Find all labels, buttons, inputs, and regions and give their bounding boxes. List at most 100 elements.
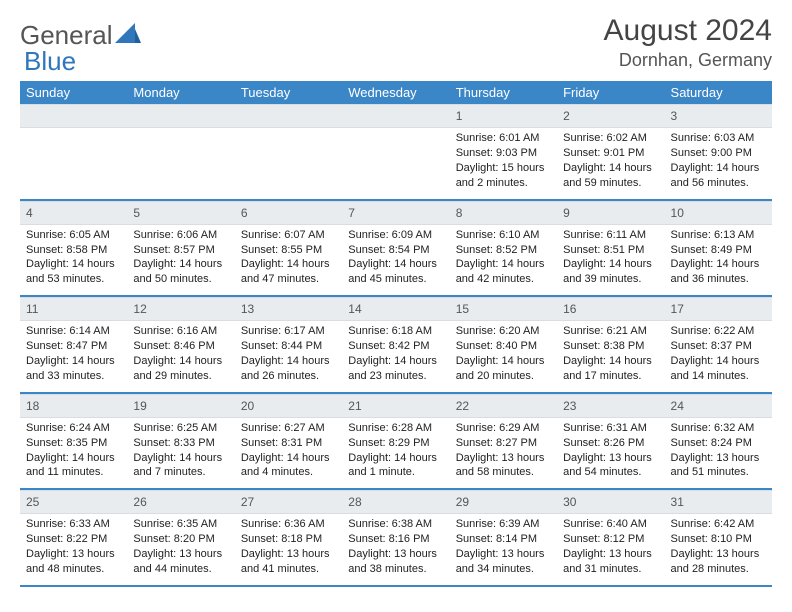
day-details	[20, 128, 127, 184]
day-number	[235, 104, 342, 128]
calendar-day-cell: 22Sunrise: 6:29 AMSunset: 8:27 PMDayligh…	[450, 393, 557, 490]
day-number: 1	[450, 104, 557, 128]
day-number: 29	[450, 490, 557, 514]
day-number: 3	[665, 104, 772, 128]
calendar-day-cell: 15Sunrise: 6:20 AMSunset: 8:40 PMDayligh…	[450, 296, 557, 393]
day-number: 23	[557, 394, 664, 418]
day-number: 8	[450, 201, 557, 225]
weekday-header: Wednesday	[342, 81, 449, 104]
day-details: Sunrise: 6:07 AMSunset: 8:55 PMDaylight:…	[235, 225, 342, 295]
day-number: 5	[127, 201, 234, 225]
calendar-day-cell: 3Sunrise: 6:03 AMSunset: 9:00 PMDaylight…	[665, 104, 772, 200]
day-details: Sunrise: 6:42 AMSunset: 8:10 PMDaylight:…	[665, 514, 772, 584]
calendar-day-cell: 20Sunrise: 6:27 AMSunset: 8:31 PMDayligh…	[235, 393, 342, 490]
calendar-week-row: 4Sunrise: 6:05 AMSunset: 8:58 PMDaylight…	[20, 200, 772, 297]
calendar-day-cell	[20, 104, 127, 200]
day-number: 12	[127, 297, 234, 321]
day-number: 26	[127, 490, 234, 514]
calendar-day-cell: 13Sunrise: 6:17 AMSunset: 8:44 PMDayligh…	[235, 296, 342, 393]
calendar-day-cell: 27Sunrise: 6:36 AMSunset: 8:18 PMDayligh…	[235, 489, 342, 586]
day-details: Sunrise: 6:35 AMSunset: 8:20 PMDaylight:…	[127, 514, 234, 584]
day-number: 18	[20, 394, 127, 418]
calendar-day-cell	[342, 104, 449, 200]
calendar-day-cell: 16Sunrise: 6:21 AMSunset: 8:38 PMDayligh…	[557, 296, 664, 393]
day-details: Sunrise: 6:16 AMSunset: 8:46 PMDaylight:…	[127, 321, 234, 391]
calendar-day-cell	[235, 104, 342, 200]
day-details: Sunrise: 6:09 AMSunset: 8:54 PMDaylight:…	[342, 225, 449, 295]
day-details: Sunrise: 6:39 AMSunset: 8:14 PMDaylight:…	[450, 514, 557, 584]
calendar-body: 1Sunrise: 6:01 AMSunset: 9:03 PMDaylight…	[20, 104, 772, 586]
calendar-day-cell: 9Sunrise: 6:11 AMSunset: 8:51 PMDaylight…	[557, 200, 664, 297]
day-number: 15	[450, 297, 557, 321]
day-details: Sunrise: 6:40 AMSunset: 8:12 PMDaylight:…	[557, 514, 664, 584]
calendar-week-row: 25Sunrise: 6:33 AMSunset: 8:22 PMDayligh…	[20, 489, 772, 586]
day-number: 28	[342, 490, 449, 514]
day-number: 30	[557, 490, 664, 514]
day-number: 25	[20, 490, 127, 514]
weekday-header: Thursday	[450, 81, 557, 104]
calendar-day-cell: 29Sunrise: 6:39 AMSunset: 8:14 PMDayligh…	[450, 489, 557, 586]
header: General August 2024 Dornhan, Germany	[20, 14, 772, 71]
day-number: 17	[665, 297, 772, 321]
day-number: 6	[235, 201, 342, 225]
day-number: 20	[235, 394, 342, 418]
day-details: Sunrise: 6:20 AMSunset: 8:40 PMDaylight:…	[450, 321, 557, 391]
day-details: Sunrise: 6:10 AMSunset: 8:52 PMDaylight:…	[450, 225, 557, 295]
day-details	[235, 128, 342, 184]
day-number	[20, 104, 127, 128]
calendar-day-cell: 25Sunrise: 6:33 AMSunset: 8:22 PMDayligh…	[20, 489, 127, 586]
day-details: Sunrise: 6:24 AMSunset: 8:35 PMDaylight:…	[20, 418, 127, 488]
day-number: 13	[235, 297, 342, 321]
logo-text-2: Blue	[24, 46, 76, 77]
day-details	[127, 128, 234, 184]
day-details: Sunrise: 6:36 AMSunset: 8:18 PMDaylight:…	[235, 514, 342, 584]
calendar-day-cell: 1Sunrise: 6:01 AMSunset: 9:03 PMDaylight…	[450, 104, 557, 200]
calendar-day-cell: 8Sunrise: 6:10 AMSunset: 8:52 PMDaylight…	[450, 200, 557, 297]
day-number: 14	[342, 297, 449, 321]
day-details: Sunrise: 6:25 AMSunset: 8:33 PMDaylight:…	[127, 418, 234, 488]
day-number: 4	[20, 201, 127, 225]
day-details: Sunrise: 6:06 AMSunset: 8:57 PMDaylight:…	[127, 225, 234, 295]
calendar-day-cell: 28Sunrise: 6:38 AMSunset: 8:16 PMDayligh…	[342, 489, 449, 586]
day-details: Sunrise: 6:28 AMSunset: 8:29 PMDaylight:…	[342, 418, 449, 488]
weekday-header: Saturday	[665, 81, 772, 104]
weekday-header-row: Sunday Monday Tuesday Wednesday Thursday…	[20, 81, 772, 104]
day-number: 7	[342, 201, 449, 225]
day-details: Sunrise: 6:29 AMSunset: 8:27 PMDaylight:…	[450, 418, 557, 488]
day-number: 24	[665, 394, 772, 418]
calendar-day-cell: 21Sunrise: 6:28 AMSunset: 8:29 PMDayligh…	[342, 393, 449, 490]
weekday-header: Tuesday	[235, 81, 342, 104]
calendar-day-cell: 19Sunrise: 6:25 AMSunset: 8:33 PMDayligh…	[127, 393, 234, 490]
calendar-day-cell	[127, 104, 234, 200]
day-number: 16	[557, 297, 664, 321]
calendar-day-cell: 10Sunrise: 6:13 AMSunset: 8:49 PMDayligh…	[665, 200, 772, 297]
day-details: Sunrise: 6:01 AMSunset: 9:03 PMDaylight:…	[450, 128, 557, 198]
calendar-day-cell: 23Sunrise: 6:31 AMSunset: 8:26 PMDayligh…	[557, 393, 664, 490]
day-details: Sunrise: 6:38 AMSunset: 8:16 PMDaylight:…	[342, 514, 449, 584]
logalblue-sail-icon	[115, 23, 141, 45]
day-details: Sunrise: 6:32 AMSunset: 8:24 PMDaylight:…	[665, 418, 772, 488]
day-details: Sunrise: 6:17 AMSunset: 8:44 PMDaylight:…	[235, 321, 342, 391]
day-number: 11	[20, 297, 127, 321]
day-details: Sunrise: 6:13 AMSunset: 8:49 PMDaylight:…	[665, 225, 772, 295]
day-number: 2	[557, 104, 664, 128]
calendar-day-cell: 11Sunrise: 6:14 AMSunset: 8:47 PMDayligh…	[20, 296, 127, 393]
calendar-day-cell: 12Sunrise: 6:16 AMSunset: 8:46 PMDayligh…	[127, 296, 234, 393]
calendar-week-row: 18Sunrise: 6:24 AMSunset: 8:35 PMDayligh…	[20, 393, 772, 490]
day-details: Sunrise: 6:03 AMSunset: 9:00 PMDaylight:…	[665, 128, 772, 198]
calendar-day-cell: 31Sunrise: 6:42 AMSunset: 8:10 PMDayligh…	[665, 489, 772, 586]
day-number: 10	[665, 201, 772, 225]
calendar-day-cell: 4Sunrise: 6:05 AMSunset: 8:58 PMDaylight…	[20, 200, 127, 297]
day-number: 9	[557, 201, 664, 225]
calendar-table: Sunday Monday Tuesday Wednesday Thursday…	[20, 81, 772, 587]
day-details: Sunrise: 6:02 AMSunset: 9:01 PMDaylight:…	[557, 128, 664, 198]
day-number	[127, 104, 234, 128]
calendar-week-row: 1Sunrise: 6:01 AMSunset: 9:03 PMDaylight…	[20, 104, 772, 200]
calendar-week-row: 11Sunrise: 6:14 AMSunset: 8:47 PMDayligh…	[20, 296, 772, 393]
day-number: 21	[342, 394, 449, 418]
calendar-day-cell: 24Sunrise: 6:32 AMSunset: 8:24 PMDayligh…	[665, 393, 772, 490]
title-block: August 2024 Dornhan, Germany	[604, 14, 772, 71]
weekday-header: Friday	[557, 81, 664, 104]
day-details: Sunrise: 6:18 AMSunset: 8:42 PMDaylight:…	[342, 321, 449, 391]
day-details: Sunrise: 6:22 AMSunset: 8:37 PMDaylight:…	[665, 321, 772, 391]
